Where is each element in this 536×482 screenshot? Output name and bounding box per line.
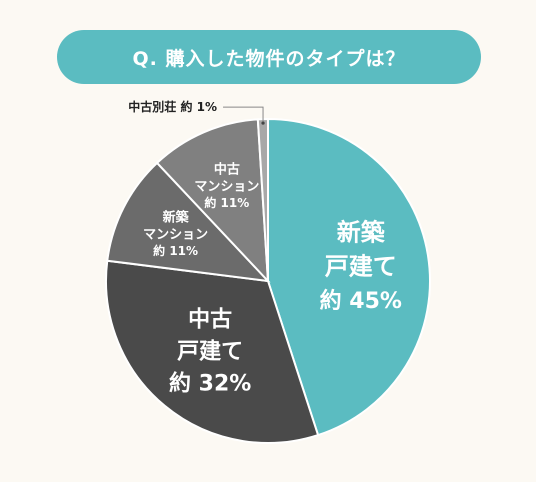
slice-label: 中古別荘 約 1% — [128, 99, 217, 114]
slice-label: 戸建て — [177, 340, 243, 365]
question-title: Q. 購入した物件のタイプは？ — [57, 30, 481, 84]
pie-slice — [106, 161, 271, 283]
pie-slice — [155, 118, 270, 284]
slice-label: 新築 — [337, 219, 386, 247]
slice-value: 約 32% — [169, 371, 251, 397]
slice-label: マンション — [194, 179, 259, 194]
slice-value: 約 11% — [204, 195, 249, 210]
slice-value: 約 45% — [320, 288, 402, 314]
slice-label: 戸建て — [325, 253, 397, 281]
slice-label: マンション — [143, 227, 208, 242]
callout-line — [223, 106, 264, 124]
slice-label: 新築 — [163, 209, 190, 225]
pie-slice — [105, 259, 320, 444]
callout-dot — [261, 121, 265, 125]
slice-label: 中古 — [188, 307, 232, 333]
slice-value: 約 11% — [153, 243, 198, 258]
slice-label: 中古 — [214, 161, 240, 177]
pie-slice — [267, 117, 431, 437]
question-title-text: Q. 購入した物件のタイプは？ — [132, 47, 406, 70]
